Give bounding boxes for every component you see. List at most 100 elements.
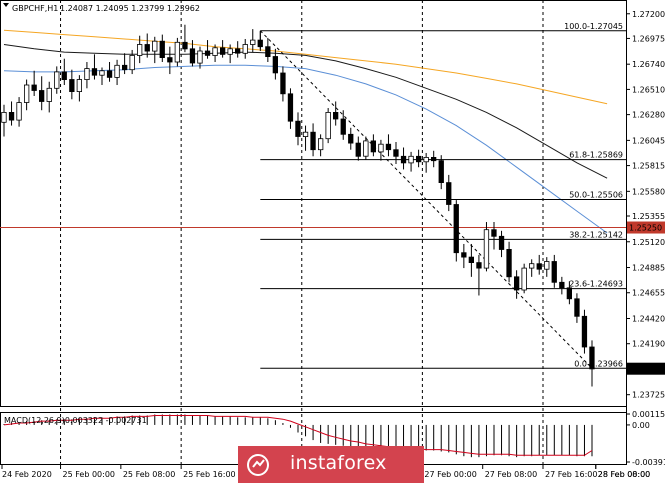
bear-candle [446,182,452,205]
macd-tick-label: 0.001153 [632,410,665,419]
marked-price-label: 1.25250 [629,224,662,233]
bear-candle [280,72,286,95]
time-tick-label: 24 Feb 2020 [2,470,52,479]
bull-candle [521,267,527,291]
fib-level-label: 50.0-1.25506 [569,190,623,199]
bear-candle [385,143,392,151]
macd-values: -0.003322 -0.002731 [62,416,147,425]
bull-candle [1,112,7,123]
bull-candle [152,40,158,52]
bear-candle [559,281,565,289]
time-tick-label: 27 Feb 16:00 [545,470,597,479]
bull-candle [84,68,90,80]
bull-candle [76,79,82,93]
price-tick-label: 1.26280 [632,111,665,120]
bear-candle [61,71,67,81]
bear-candle [453,204,459,254]
bull-candle [250,39,256,45]
bear-candle [144,44,150,52]
dropdown-triangle-icon[interactable] [3,3,9,7]
ema-long-line [3,29,608,105]
bear-candle [8,112,15,121]
bear-candle [159,40,165,59]
price-tick-label: 1.27200 [632,10,665,19]
price-tick-label: 1.25580 [632,187,665,196]
price-tick-label: 1.26975 [632,34,665,43]
bear-candle [182,41,188,50]
bear-candle [514,276,520,291]
watermark-text: instaforex [290,452,387,474]
bear-candle [506,248,512,278]
price-tick-label: 1.24655 [632,289,665,298]
bear-candle [295,120,301,137]
bear-candle [551,261,557,283]
bear-candle [69,79,75,93]
bear-candle [476,262,482,269]
price-tick-label: 1.25815 [632,162,665,171]
bull-candle [99,70,105,76]
time-tick-label: 28 Feb 08:00 [598,470,650,479]
fib-level-label: 100.0-1.27045 [564,22,623,31]
bull-candle [378,143,384,153]
bull-candle [408,155,414,164]
bear-candle [498,235,505,250]
bull-candle [212,47,218,56]
bear-candle [91,68,98,76]
bear-candle [167,57,173,63]
bull-candle [529,263,535,269]
bull-candle [242,44,248,54]
instaforex-watermark: instaforex [238,446,424,483]
bear-candle [106,70,113,78]
time-tick-label: 25 Feb 16:00 [183,470,235,479]
bull-candle [136,44,143,56]
ohlc-values: 1.24087 1.24095 1.23799 1.23962 [60,4,200,13]
bull-candle [317,138,324,151]
bull-candle [23,84,30,103]
bear-candle [355,142,361,157]
bear-candle [257,39,263,48]
bear-candle [468,256,475,264]
bull-candle [544,261,550,270]
bear-candle [438,160,444,183]
bear-candle [265,46,271,58]
ema-mid-line [3,44,608,179]
fib-level-label: 23.6-1.24693 [569,280,623,289]
bear-candle [566,287,572,300]
fib-level-label: 38.2-1.25142 [569,230,623,239]
bear-candle [204,50,211,56]
bull-candle [423,156,429,163]
bear-candle [287,93,294,122]
bull-candle [302,131,309,137]
bull-candle [325,112,331,140]
macd-indicator: 0.001153 0.00 -0.003911 [3,410,665,467]
marked-price-label: 1.23962 [629,365,662,374]
price-tick-label: 1.25355 [632,212,665,221]
macd-title: MACD(12,26,9) [4,416,65,425]
bull-candle [16,102,22,121]
bear-candle [536,263,542,270]
bear-candle [122,64,128,71]
macd-tick-label: 0.00 [632,421,650,430]
bear-candle [370,140,377,153]
time-tick-label: 27 Feb 08:00 [485,470,537,479]
chart-headers: GBPCHF,H1 1.24087 1.24095 1.23799 1.2396… [3,3,200,425]
bear-candle [340,118,346,135]
time-tick-label: 28 Feb 00:00 [598,470,650,479]
price-tick-label: 1.25120 [632,238,665,247]
price-tick-label: 1.26510 [632,85,665,94]
price-tick-label: 1.24885 [632,264,665,273]
bear-candle [272,56,279,74]
price-tick-label: 1.26045 [632,136,665,145]
bull-candle [227,48,233,55]
fib-level-label: 0.0-1.23966 [574,359,623,368]
bear-candle [219,47,226,55]
bear-candle [430,156,437,162]
horizontal-levels: 100.0-1.27045 61.8-1.25869 50.0-1.25506 38.… [0,22,626,369]
bull-candle [46,87,52,102]
bear-candle [234,48,241,54]
bear-candle [400,155,407,164]
bear-candle [589,346,595,370]
time-tick-label: 27 Feb 00:00 [424,470,476,479]
bear-candle [189,48,196,64]
